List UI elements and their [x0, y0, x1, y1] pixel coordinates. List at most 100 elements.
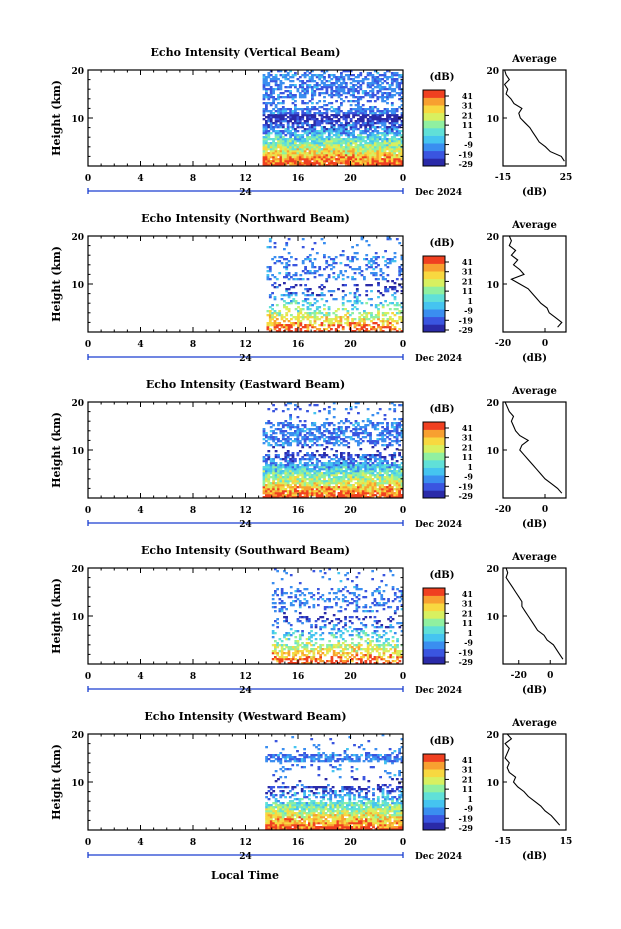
heatmap-cell — [279, 444, 283, 447]
heatmap-cell — [340, 142, 343, 145]
heatmap-cell — [364, 108, 368, 111]
heatmap-cell — [299, 328, 303, 331]
heatmap-cell — [376, 116, 380, 119]
heatmap-cell — [340, 86, 343, 89]
heatmap-cell — [262, 488, 266, 491]
heatmap-cell — [355, 284, 359, 287]
heatmap-cell — [286, 140, 290, 143]
heatmap-cell — [378, 478, 382, 481]
heatmap-cell — [393, 88, 397, 91]
heatmap-cell — [306, 258, 310, 261]
heatmap-cell — [315, 474, 319, 477]
heatmap-cell — [332, 428, 336, 431]
heatmap-cell — [298, 80, 302, 83]
heatmap-cell — [369, 440, 372, 443]
heatmap-cell — [327, 108, 331, 111]
heatmap-cell — [327, 438, 331, 441]
heatmap-cell — [318, 488, 322, 491]
heatmap-cell — [291, 426, 295, 429]
heatmap-cell — [286, 454, 290, 457]
heatmap-cell — [383, 470, 387, 473]
heatmap-cell — [359, 462, 363, 465]
heatmap-cell — [381, 324, 385, 327]
heatmap-cell — [351, 260, 354, 263]
heatmap-cell — [296, 436, 300, 439]
heatmap-cell — [301, 650, 304, 653]
heatmap-cell — [378, 142, 382, 145]
heatmap-cell — [376, 492, 380, 495]
heatmap-cell — [371, 164, 375, 167]
heatmap-cell — [378, 432, 382, 435]
heatmap-cell — [304, 326, 307, 329]
heatmap-cell — [294, 662, 298, 665]
heatmap-cell — [388, 132, 392, 135]
heatmap-cell — [291, 164, 295, 167]
heatmap-cell — [365, 316, 369, 319]
heatmap-cell — [383, 418, 387, 421]
heatmap-cell — [337, 482, 341, 485]
heatmap-cell — [398, 472, 401, 475]
heatmap-cell — [296, 482, 300, 485]
heatmap-cell — [299, 278, 303, 281]
heatmap-cell — [398, 484, 401, 487]
heatmap-cell — [325, 300, 329, 303]
heatmap-cell — [298, 482, 302, 485]
heatmap-cell — [359, 152, 363, 155]
heatmap-cell — [352, 424, 355, 427]
heatmap-cell — [311, 80, 314, 83]
heatmap-cell — [265, 132, 268, 135]
heatmap-cell — [395, 494, 399, 497]
heatmap-cell — [289, 120, 292, 123]
heatmap-cell — [327, 308, 331, 311]
heatmap-cell — [330, 474, 334, 477]
heatmap-cell — [395, 426, 399, 429]
heatmap-cell — [357, 472, 360, 475]
heatmap-cell — [390, 80, 394, 83]
heatmap-cell — [398, 418, 401, 421]
heatmap-cell — [373, 458, 377, 461]
heatmap-cell — [323, 314, 326, 317]
heatmap-cell — [289, 76, 292, 79]
heatmap-cell — [308, 440, 312, 443]
heatmap-cell — [279, 160, 283, 163]
heatmap-cell — [294, 72, 297, 75]
heatmap-cell — [262, 86, 266, 89]
heatmap-cell — [303, 424, 307, 427]
heatmap-cell — [318, 474, 322, 477]
heatmap-cell — [327, 256, 331, 259]
heatmap-cell — [292, 324, 296, 327]
heatmap-cell — [325, 482, 329, 485]
heatmap-cell — [311, 154, 314, 157]
heatmap-cell — [276, 660, 279, 663]
heatmap-cell — [357, 106, 360, 109]
heatmap-cell — [373, 444, 377, 447]
heatmap-cell — [291, 132, 295, 135]
heatmap-cell — [359, 432, 363, 435]
heatmap-cell — [344, 420, 348, 423]
heatmap-cell — [335, 142, 338, 145]
heatmap-cell — [386, 258, 390, 261]
heatmap-cell — [289, 586, 293, 589]
heatmap-cell — [400, 482, 404, 485]
heatmap-cell — [311, 294, 314, 297]
heatmap-cell — [294, 302, 298, 305]
heatmap-cell — [335, 470, 338, 473]
heatmap-cell — [315, 154, 319, 157]
heatmap-cell — [323, 476, 326, 479]
heatmap-cell — [287, 326, 291, 329]
heatmap-cell — [291, 458, 295, 461]
heatmap-cell — [369, 482, 372, 485]
heatmap-cell — [289, 454, 292, 457]
heatmap-cell — [308, 478, 312, 481]
heatmap-cell — [286, 128, 290, 131]
heatmap-cell — [369, 118, 372, 121]
heatmap-cell — [349, 460, 353, 463]
heatmap-cell — [313, 158, 317, 161]
heatmap-cell — [352, 122, 355, 125]
heatmap-cell — [393, 132, 397, 135]
heatmap-cell — [278, 638, 282, 641]
heatmap-cell — [391, 302, 394, 305]
heatmap-cell — [335, 138, 338, 141]
heatmap-cell — [337, 138, 341, 141]
heatmap-cell — [313, 316, 317, 319]
